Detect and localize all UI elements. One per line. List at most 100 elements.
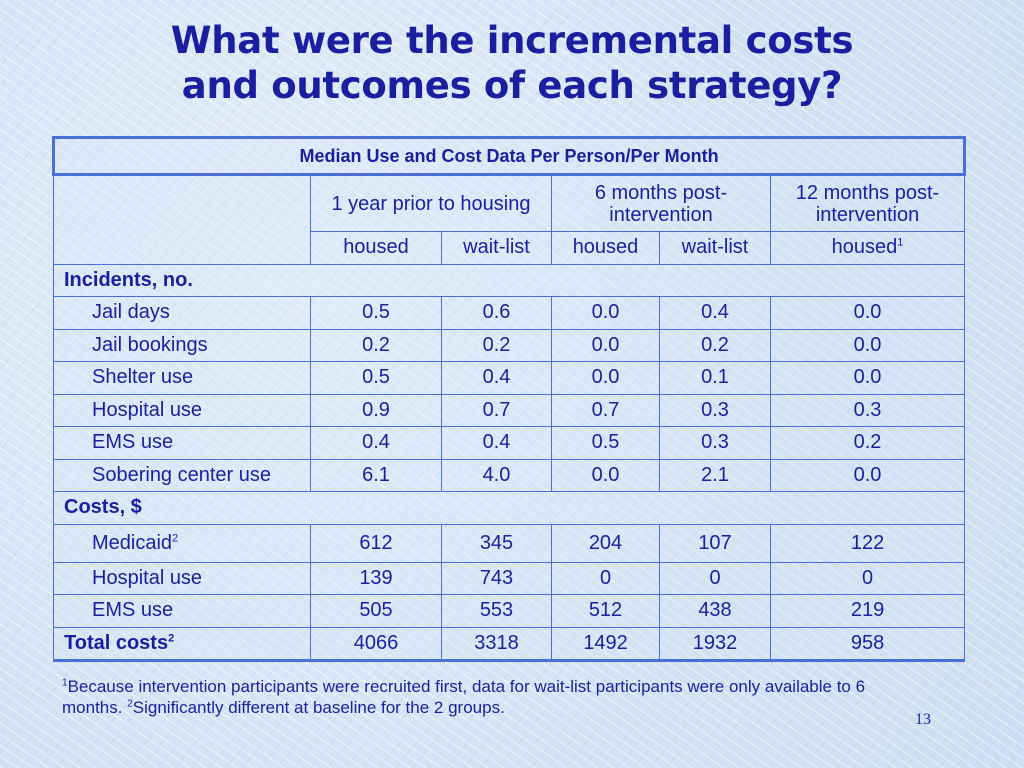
page-number: 13 [915,711,931,728]
table-cell: 3318 [441,626,552,662]
total-row: Total costs2 4066 3318 1492 1932 958 [53,626,966,662]
sub-header: wait-list [441,231,552,265]
group-header-6mo: 6 months post-intervention [551,174,771,232]
sub-header: housed [310,231,442,265]
table-cell: 0.2 [441,328,552,362]
sub-header: wait-list [659,231,771,265]
table-cell: 438 [659,594,771,628]
group-header-12mo: 12 months post-intervention [769,174,966,232]
row-label: EMS use [92,431,174,454]
table-cell: 0.1 [659,361,771,395]
section-row-costs: Costs, $ [53,491,966,525]
table-row: Shelter use 0.5 0.4 0.0 0.1 0.0 [53,361,966,395]
sub-header-row: housed wait-list housed wait-list housed… [54,231,966,265]
total-label: Total costs [64,631,169,654]
table-cell: 204 [551,523,660,563]
total-label-cell: Total costs2 [53,626,311,662]
table-cell: 107 [659,523,771,563]
table-cell: 0.0 [769,296,966,330]
row-label-cell: Jail days [53,296,311,330]
table-row: Jail days 0.5 0.6 0.0 0.4 0.0 [53,296,966,330]
row-label-cell: Hospital use [53,561,311,595]
table-cell: 345 [441,523,552,563]
row-label: Medicaid [92,531,173,554]
table-cell: 0 [769,561,966,595]
table-cell: 958 [769,626,966,662]
table-cell: 0 [659,561,771,595]
table-cell: 1932 [659,626,771,662]
table-cell: 4066 [310,626,442,662]
table-row: EMS use 505 553 512 438 219 [53,594,966,628]
table-cell: 512 [551,594,660,628]
sub-header: housed [551,231,660,265]
section-label: Costs, $ [53,491,311,525]
table-cell: 0.5 [310,296,442,330]
table-row: Medicaid2 612 345 204 107 122 [53,523,966,563]
row-label: Shelter use [92,366,194,389]
table-caption: Median Use and Cost Data Per Person/Per … [51,136,967,176]
table-row: Jail bookings 0.2 0.2 0.0 0.2 0.0 [53,328,966,362]
table-cell: 0.0 [551,328,660,362]
table-cell: 0.5 [551,426,660,460]
sub-header-text: housed [831,236,898,259]
slide-title: What were the incremental costs and outc… [0,18,1024,108]
footnote-marker: 1 [897,236,904,249]
incidents-rows: Jail days 0.5 0.6 0.0 0.4 0.0 Jail bookings 0.2… [53,296,966,492]
table-cell: 0.3 [659,426,771,460]
table-cell: 0.0 [769,458,966,492]
table-cell: 1492 [551,626,660,662]
footnote-text-1: Because intervention participants were r… [62,677,866,717]
costs-rows: Medicaid2 612 345 204 107 122 Hospital use 139 7… [53,523,966,628]
row-label: Hospital use [92,566,203,589]
row-label: EMS use [92,599,174,622]
table-cell: 0.2 [769,426,966,460]
table-cell: 2.1 [659,458,771,492]
group-header-row: 1 year prior to housing 6 months post-in… [53,174,966,265]
footnote-marker: 2 [127,698,133,710]
footnote-marker: 2 [168,632,175,645]
table-row: Hospital use 0.9 0.7 0.7 0.3 0.3 [53,393,966,427]
footnote-marker: 2 [172,531,179,544]
table-cell: 0.5 [310,361,442,395]
table-cell: 0.6 [441,296,552,330]
table-cell: 122 [769,523,966,563]
table-cell: 612 [310,523,442,563]
row-label-cell: Medicaid2 [53,523,311,563]
table-cell: 505 [310,594,442,628]
table-cell: 0.4 [441,426,552,460]
section-row-incidents: Incidents, no. [53,263,966,297]
table-cell: 0.4 [441,361,552,395]
table-cell: 0.9 [310,393,442,427]
row-label-cell: Shelter use [53,361,311,395]
table-row: Hospital use 139 743 0 0 0 [53,561,966,595]
table-cell: 743 [441,561,552,595]
table-cell: 0.0 [551,296,660,330]
row-label: Sobering center use [92,463,272,486]
row-label-cell: Jail bookings [53,328,311,362]
table-row: Sobering center use 6.1 4.0 0.0 2.1 0.0 [53,458,966,492]
table-cell: 0.0 [551,361,660,395]
table-cell: 0.0 [769,328,966,362]
row-label: Jail bookings [92,333,208,356]
sub-header: housed1 [769,231,966,265]
table-cell: 0.7 [551,393,660,427]
section-label: Incidents, no. [53,263,311,297]
table-row: EMS use 0.4 0.4 0.5 0.3 0.2 [53,426,966,460]
row-label: Hospital use [92,398,203,421]
group-header-prior: 1 year prior to housing [310,174,552,232]
table-cell: 0.2 [310,328,442,362]
cost-outcomes-table: Median Use and Cost Data Per Person/Per … [51,136,967,662]
footnote-marker: 1 [62,677,68,689]
footnote-text-2: Significantly different at baseline for … [132,698,505,717]
table-cell: 4.0 [441,458,552,492]
row-label-cell: Hospital use [53,393,311,427]
table-cell: 6.1 [310,458,442,492]
row-label-cell: EMS use [53,594,311,628]
table-cell: 0.4 [310,426,442,460]
table-cell: 0.7 [441,393,552,427]
table-cell: 139 [310,561,442,595]
footnote: 1Because intervention participants were … [62,676,922,718]
table-cell: 0.3 [769,393,966,427]
row-label: Jail days [92,301,170,324]
table-cell: 0.4 [659,296,771,330]
